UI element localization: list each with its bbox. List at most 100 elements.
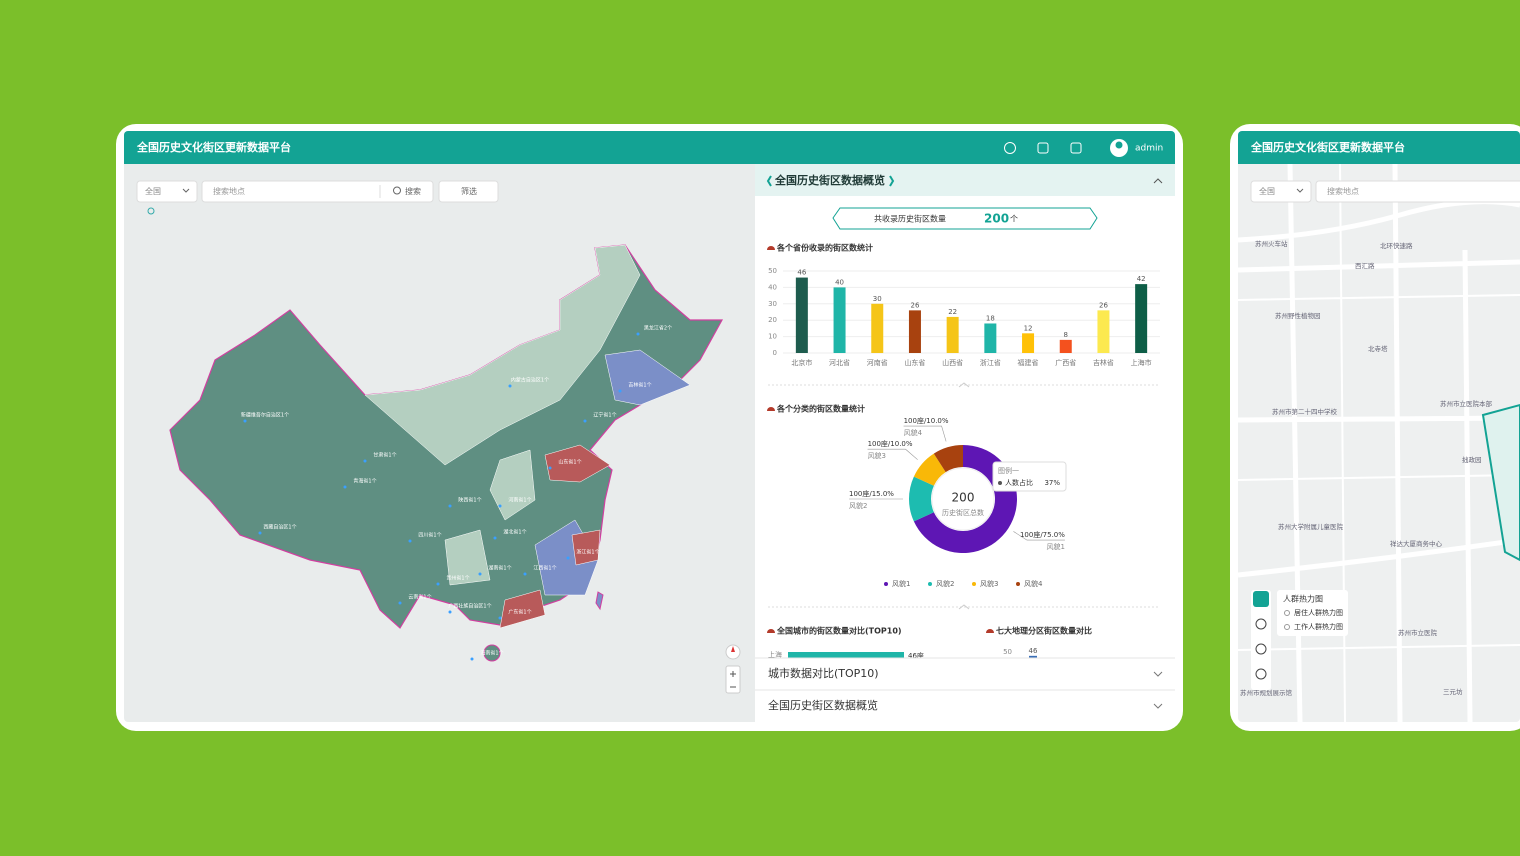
region-blue xyxy=(534,349,691,596)
tooltip-value: 37% xyxy=(1044,479,1060,487)
bar xyxy=(984,323,997,353)
export-icon[interactable] xyxy=(1070,142,1082,154)
map-label: 吉林省1个 xyxy=(628,382,651,389)
street-label: 三元坊 xyxy=(1443,687,1463,696)
center-value: 200 xyxy=(952,491,975,505)
map-label: 湖南省1个 xyxy=(488,565,511,572)
map-label: 新疆维吾尔自治区1个 xyxy=(241,412,289,419)
layers-icon[interactable] xyxy=(1037,142,1049,154)
bar xyxy=(946,316,959,353)
bar xyxy=(871,303,884,353)
y-tick-label: 0 xyxy=(773,349,777,357)
tooltip-dot xyxy=(998,481,1002,485)
filter-button[interactable] xyxy=(438,180,499,203)
y-tick-label: 40 xyxy=(768,283,777,291)
y-tick-label: 20 xyxy=(768,316,777,324)
value-label: 22 xyxy=(948,308,957,316)
pie-slice xyxy=(909,476,934,522)
zoom-buttons[interactable] xyxy=(730,671,736,688)
map-label: 山东省1个 xyxy=(558,459,581,466)
district-outline xyxy=(1481,403,1520,562)
section-title[interactable]: 全国历史街区数据概览 xyxy=(768,698,878,712)
total-value: 200 xyxy=(984,212,1009,226)
search-icon xyxy=(393,186,401,195)
x-tick-label: 吉林省 xyxy=(1093,358,1114,367)
heat-option[interactable]: 居住人群热力图 xyxy=(1294,608,1343,617)
header-bar xyxy=(124,131,1175,164)
y-tick-label: 30 xyxy=(768,300,777,308)
total-unit: 个 xyxy=(1010,215,1018,224)
chevron xyxy=(182,188,190,193)
user-name[interactable]: admin xyxy=(1135,144,1163,154)
locate-icon[interactable] xyxy=(147,207,155,215)
region-select-text-2: 全国 xyxy=(1259,186,1275,196)
heading-icon xyxy=(767,407,775,411)
chart-title: 各个省份收录的街区数统计 xyxy=(776,243,873,253)
pie-hole xyxy=(931,467,995,531)
value-label: 40 xyxy=(835,278,844,286)
map-marker xyxy=(470,657,474,661)
app-title: 全国历史文化街区更新数据平台 xyxy=(136,140,291,154)
radio[interactable] xyxy=(1284,624,1290,630)
street-label: 祥达大厦商务中心 xyxy=(1390,539,1443,548)
bar xyxy=(1022,333,1035,353)
region-select-2[interactable] xyxy=(1250,180,1312,203)
x-tick-label: 上海市 xyxy=(1131,358,1152,367)
legend-dot xyxy=(884,582,888,586)
leader-line xyxy=(867,448,918,460)
x-tick-label: 河南省 xyxy=(867,358,888,367)
total-pill xyxy=(832,207,1098,230)
radio[interactable] xyxy=(1284,610,1290,616)
island xyxy=(595,591,604,611)
add-icon[interactable] xyxy=(1004,142,1016,154)
filter-text: 筛选 xyxy=(461,186,477,196)
map-marker xyxy=(508,384,512,388)
x-tick-label: 北京市 xyxy=(791,358,812,367)
map-label: 西藏自治区1个 xyxy=(263,524,296,531)
region-select[interactable] xyxy=(136,180,198,203)
tooltip-label: 人数占比 xyxy=(1005,478,1033,487)
avatar-head xyxy=(1115,141,1123,149)
section-title[interactable]: 城市数据对比(TOP10) xyxy=(768,666,879,680)
map-marker xyxy=(448,610,452,614)
heading-icon xyxy=(767,246,775,250)
charts: 各个省份收录的街区数统计 0 10 20 30 40 50 46 北京市 40 河北省 30 河南省 26… xyxy=(767,243,1160,658)
chart-title: 全国城市的街区数量对比(TOP10) xyxy=(776,626,902,636)
street-label: 北寺塔 xyxy=(1368,344,1388,353)
heat-tool[interactable] xyxy=(1253,591,1269,607)
tool-icon[interactable] xyxy=(1255,668,1267,680)
map-marker xyxy=(258,531,262,535)
streets xyxy=(1238,163,1520,722)
map-marker xyxy=(636,332,640,336)
map-label: 广东省1个 xyxy=(508,609,531,616)
divider-arrow xyxy=(958,382,970,388)
map-marker xyxy=(583,419,587,423)
divider-arrow xyxy=(958,604,970,610)
map-marker xyxy=(548,466,552,470)
leader-line xyxy=(903,425,947,442)
app-title-2: 全国历史文化街区更新数据平台 xyxy=(1250,140,1405,154)
map-label: 黑龙江省2个 xyxy=(644,325,672,332)
heat-option[interactable]: 工作人群热力图 xyxy=(1294,622,1343,631)
slice-label: 100座/10.0% xyxy=(868,439,913,448)
map-label: 湖北省1个 xyxy=(503,529,526,536)
legend-label: 风貌2 xyxy=(936,579,954,588)
expand-icons[interactable] xyxy=(1153,671,1163,709)
tool-icon[interactable] xyxy=(1255,643,1267,655)
street-label: 西汇路 xyxy=(1355,261,1375,270)
search-input[interactable] xyxy=(201,180,434,203)
collapse-icon[interactable] xyxy=(1153,178,1163,184)
pie-slice xyxy=(913,445,1017,553)
title-arrows xyxy=(766,175,895,187)
search-button[interactable]: 搜索 xyxy=(405,186,421,196)
bar xyxy=(1097,310,1110,353)
tool-icon[interactable] xyxy=(1255,618,1267,630)
search-input-2[interactable] xyxy=(1315,180,1520,203)
x-tick-label: 福建省 xyxy=(1018,358,1039,367)
street-label: 北环快速路 xyxy=(1380,241,1413,250)
map-label: 甘肃省1个 xyxy=(373,452,396,459)
